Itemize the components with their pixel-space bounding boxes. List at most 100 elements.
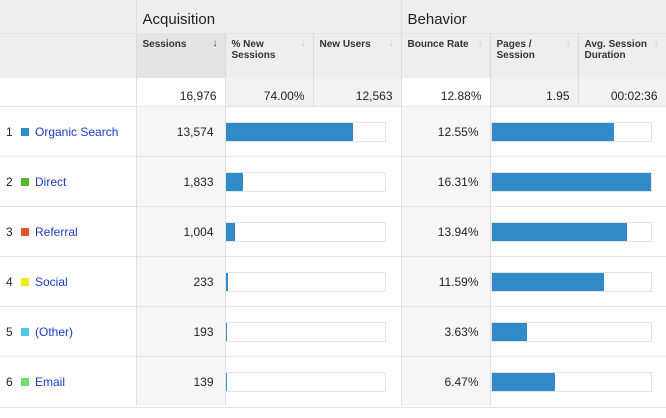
column-header-new-users[interactable]: New Users ↓: [313, 33, 402, 78]
sort-arrow-icon[interactable]: ↓: [477, 38, 483, 49]
sessions-share-bar: [224, 171, 386, 192]
sessions-share-bar-cell: [224, 256, 402, 307]
sessions-share-bar-fill: [225, 172, 243, 191]
bounce-rate-bar-fill: [491, 272, 605, 291]
behavior-group-header: Behavior: [401, 0, 666, 34]
dimension-group-header: [0, 0, 137, 34]
channel-color-swatch-icon: [21, 377, 29, 386]
sessions-value: 1,833: [136, 156, 226, 207]
channel-color-swatch-icon: [21, 327, 29, 336]
bounce-rate-value: 16.31%: [401, 156, 491, 207]
sessions-share-bar-cell: [224, 156, 402, 207]
row-index: 5: [6, 324, 13, 339]
channel-color-swatch-icon: [21, 127, 29, 136]
bounce-rate-value: 13.94%: [401, 206, 491, 257]
bounce-rate-bar-cell: [490, 206, 666, 257]
channel-cell: 6 Email: [0, 356, 137, 406]
sessions-share-bar-cell: [224, 306, 402, 357]
channel-cell: 5 (Other): [0, 306, 137, 357]
acquisition-group-header: Acquisition: [136, 0, 402, 34]
channel-link[interactable]: Organic Search: [35, 124, 119, 139]
totals-label: [0, 78, 137, 107]
channel-cell: 1 Organic Search: [0, 106, 137, 157]
column-header-bounce-rate[interactable]: Bounce Rate ↓: [401, 33, 491, 78]
bounce-rate-bar: [490, 121, 652, 142]
sessions-share-bar-fill: [225, 222, 235, 241]
total-sessions: 16,976: [136, 78, 226, 107]
sessions-value: 1,004: [136, 206, 226, 257]
channel-cell: 4 Social: [0, 256, 137, 307]
bounce-rate-bar-fill: [491, 322, 527, 341]
row-index: 2: [6, 174, 13, 189]
total-new-users: 12,563: [313, 78, 402, 107]
bounce-rate-value: 11.59%: [401, 256, 491, 307]
bounce-rate-bar-fill: [491, 372, 555, 391]
sessions-share-bar: [224, 221, 386, 242]
sessions-share-bar: [224, 121, 386, 142]
sessions-share-bar-cell: [224, 356, 402, 406]
total-bounce-rate: 12.88%: [401, 78, 491, 107]
sort-arrow-icon[interactable]: ↓: [300, 38, 306, 49]
table-footer-space: [0, 407, 666, 418]
table-row: 6 Email 139 6.47%: [0, 356, 666, 406]
total-pages-per-session: 1.95: [490, 78, 579, 107]
bounce-rate-value: 3.63%: [401, 306, 491, 357]
sessions-share-bar: [224, 271, 386, 292]
bounce-rate-value: 12.55%: [401, 106, 491, 157]
column-header-sessions[interactable]: Sessions ↓: [136, 33, 226, 78]
bounce-rate-bar: [490, 221, 652, 242]
bounce-rate-bar: [490, 321, 652, 342]
column-header-pct-new-sessions[interactable]: % New Sessions ↓: [225, 33, 314, 78]
column-header-pages-per-session[interactable]: Pages / Session ↓: [490, 33, 579, 78]
total-pct-new-sessions: 74.00%: [225, 78, 314, 107]
row-index: 6: [6, 374, 13, 389]
channel-cell: 2 Direct: [0, 156, 137, 207]
sessions-share-bar: [224, 371, 386, 392]
channel-link[interactable]: Social: [35, 274, 68, 289]
channel-link[interactable]: Direct: [35, 174, 67, 189]
bounce-rate-bar: [490, 271, 652, 292]
total-avg-session-duration: 00:02:36: [578, 78, 666, 107]
bounce-rate-bar: [490, 171, 652, 192]
totals-row: 16,976 74.00% 12,563 12.88% 1.95 00:02:3…: [0, 78, 666, 107]
sort-arrow-icon[interactable]: ↓: [653, 38, 659, 49]
row-index: 4: [6, 274, 13, 289]
table-row: 4 Social 233 11.59%: [0, 256, 666, 307]
bounce-rate-bar-fill: [491, 172, 651, 191]
channel-link[interactable]: (Other): [35, 324, 74, 339]
bounce-rate-value: 6.47%: [401, 356, 491, 406]
bounce-rate-bar-cell: [490, 156, 666, 207]
sessions-value: 139: [136, 356, 226, 406]
column-header-avg-session-duration[interactable]: Avg. Session Duration ↓: [578, 33, 666, 78]
sort-arrow-icon[interactable]: ↓: [565, 38, 571, 49]
channel-color-swatch-icon: [21, 277, 29, 286]
bounce-rate-bar-cell: [490, 306, 666, 357]
table-row: 3 Referral 1,004 13.94%: [0, 206, 666, 257]
sessions-value: 233: [136, 256, 226, 307]
sessions-value: 193: [136, 306, 226, 357]
bounce-rate-bar-cell: [490, 256, 666, 307]
dimension-column-header: [0, 33, 137, 78]
table-row: 5 (Other) 193 3.63%: [0, 306, 666, 357]
sessions-share-bar-cell: [224, 206, 402, 257]
row-index: 1: [6, 124, 13, 139]
channel-cell: 3 Referral: [0, 206, 137, 257]
bounce-rate-bar: [490, 371, 652, 392]
sort-arrow-icon[interactable]: ↓: [212, 38, 218, 49]
table-row: 1 Organic Search 13,574 12.55%: [0, 106, 666, 157]
channel-link[interactable]: Referral: [35, 224, 78, 239]
table-row: 2 Direct 1,833 16.31%: [0, 156, 666, 207]
sessions-share-bar: [224, 321, 386, 342]
sessions-share-bar-fill: [225, 122, 353, 141]
bounce-rate-bar-fill: [491, 222, 628, 241]
sort-arrow-icon[interactable]: ↓: [388, 38, 394, 49]
sessions-share-bar-fill: [225, 272, 228, 291]
sessions-share-bar-cell: [224, 106, 402, 157]
sessions-share-bar-fill: [225, 322, 228, 341]
bounce-rate-bar-cell: [490, 356, 666, 406]
report-table: Acquisition Behavior Sessions ↓ % New Ses…: [0, 0, 666, 406]
channel-link[interactable]: Email: [35, 374, 66, 389]
channel-color-swatch-icon: [21, 177, 29, 186]
bounce-rate-bar-cell: [490, 106, 666, 157]
bounce-rate-bar-fill: [491, 122, 614, 141]
